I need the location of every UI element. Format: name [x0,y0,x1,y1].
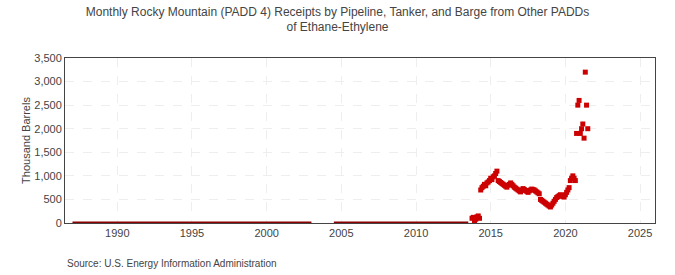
svg-text:0: 0 [56,217,62,229]
svg-text:2000: 2000 [254,227,278,239]
svg-text:Monthly Rocky Mountain (PADD 4: Monthly Rocky Mountain (PADD 4) Receipts… [86,5,590,35]
svg-text:1,000: 1,000 [34,170,62,182]
svg-text:Thousand Barrels: Thousand Barrels [20,97,32,184]
svg-text:2010: 2010 [404,227,428,239]
svg-text:1,500: 1,500 [34,146,62,158]
svg-text:1990: 1990 [105,227,129,239]
svg-text:2025: 2025 [628,227,652,239]
svg-text:2005: 2005 [329,227,353,239]
svg-text:1995: 1995 [180,227,204,239]
svg-text:2020: 2020 [553,227,577,239]
svg-text:2,000: 2,000 [34,123,62,135]
svg-text:3,500: 3,500 [34,52,62,64]
svg-text:500: 500 [43,193,61,205]
svg-text:2,500: 2,500 [34,99,62,111]
svg-text:2015: 2015 [478,227,502,239]
svg-text:3,000: 3,000 [34,75,62,87]
svg-text:Source: U.S. Energy Informatio: Source: U.S. Energy Information Administ… [67,258,277,269]
